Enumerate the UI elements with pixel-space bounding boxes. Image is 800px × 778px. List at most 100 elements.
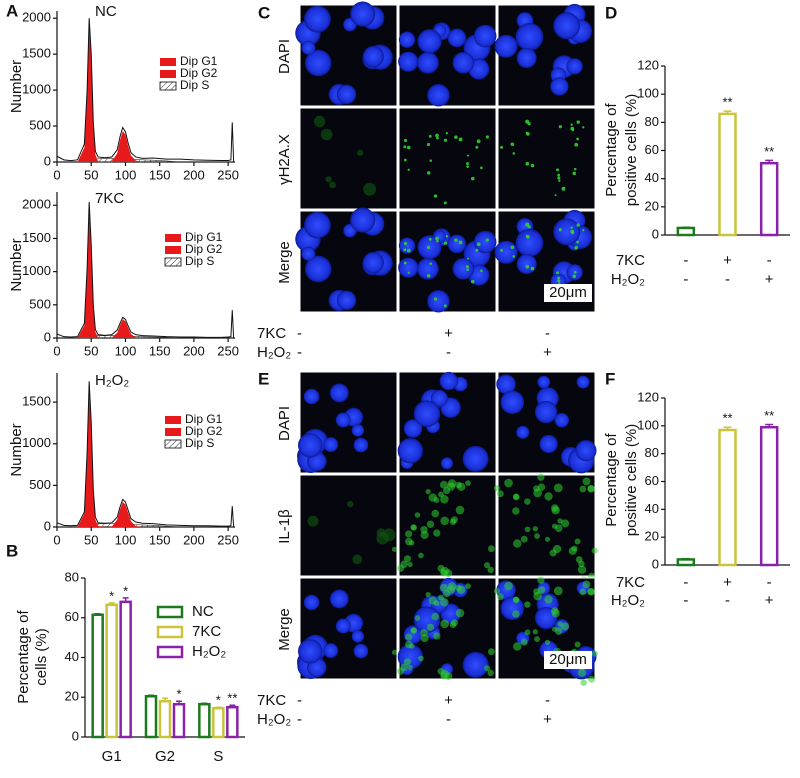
nucleus <box>398 51 419 72</box>
green-signal <box>439 583 448 592</box>
legend-label: NC <box>192 603 214 620</box>
green-signal <box>447 479 457 488</box>
nucleus <box>427 84 450 107</box>
green-signal <box>576 120 580 124</box>
green-signal <box>329 181 336 189</box>
legend-swatch <box>165 246 181 254</box>
green-signal <box>480 166 483 170</box>
green-signal <box>485 135 489 139</box>
nucleus <box>301 246 316 261</box>
bar <box>105 603 118 739</box>
y-axis-label: cells (%) <box>33 628 50 686</box>
error-bar <box>229 704 236 708</box>
y-tick-label: 500 <box>29 477 51 492</box>
green-signal <box>526 132 530 136</box>
row-label: DAPI <box>276 406 293 441</box>
nucleus <box>566 58 583 75</box>
green-signal <box>576 223 580 227</box>
green-signal <box>475 145 479 149</box>
green-signal <box>574 538 581 545</box>
green-signal <box>445 235 449 238</box>
green-signal <box>409 540 415 546</box>
nucleus <box>550 77 569 96</box>
nucleus <box>462 445 489 472</box>
y-tick-label: 60 <box>65 609 79 624</box>
x-tick-label: 250 <box>217 343 239 358</box>
green-signal <box>537 483 546 491</box>
green-signal <box>457 585 466 594</box>
nucleus <box>303 594 320 611</box>
treatment-sign: - <box>725 271 730 288</box>
x-tick-label: 200 <box>183 343 205 358</box>
green-signal <box>557 276 561 280</box>
nucleus <box>336 84 357 105</box>
green-signal <box>500 248 504 252</box>
y-tick-label: 500 <box>29 117 51 132</box>
panel-letter: A <box>6 1 18 20</box>
error-bar <box>162 697 168 702</box>
green-signal <box>484 665 491 672</box>
bar <box>198 702 211 739</box>
x-tick-label: 100 <box>115 167 137 182</box>
fit-area <box>57 385 234 527</box>
green-signal <box>500 145 504 149</box>
green-signal <box>442 589 451 598</box>
green-signal <box>475 248 479 252</box>
green-signal <box>429 262 433 265</box>
green-signal <box>525 264 530 269</box>
treatment-sign: + <box>723 574 732 591</box>
green-signal <box>445 132 449 135</box>
nucleus <box>351 630 365 643</box>
nucleus <box>539 434 558 454</box>
error-bar <box>681 557 690 560</box>
nucleus <box>353 437 369 453</box>
y-tick-label: 80 <box>645 114 659 129</box>
green-signal <box>465 480 471 486</box>
green-signal <box>435 133 439 138</box>
green-signal <box>347 500 354 508</box>
green-signal <box>391 649 397 655</box>
green-signal <box>556 168 560 172</box>
bar <box>676 558 696 567</box>
y-tick-label: 100 <box>637 86 659 101</box>
green-signal <box>493 588 500 595</box>
green-signal <box>512 152 516 155</box>
bar <box>144 695 158 739</box>
x-tick-label: 0 <box>53 167 60 182</box>
green-signal <box>428 134 432 138</box>
significance: ** <box>227 691 237 706</box>
treatment-sign: - <box>725 592 730 609</box>
error-bar <box>122 597 129 602</box>
treatment-label: H₂O₂ <box>257 711 291 728</box>
scale-bar-bg <box>544 651 592 669</box>
y-axis-label: Percentage of <box>603 102 620 196</box>
green-signal <box>579 485 587 493</box>
x-tick-label: 50 <box>84 343 98 358</box>
x-tick-label: 0 <box>53 343 60 358</box>
y-tick-label: 1500 <box>22 46 51 61</box>
error-bar <box>765 159 774 164</box>
row-label: Merge <box>276 241 293 284</box>
nucleus <box>496 374 516 394</box>
treatment-sign: + <box>765 592 774 609</box>
green-signal <box>425 488 431 495</box>
bar <box>91 613 104 739</box>
bar <box>212 706 225 739</box>
green-signal <box>554 194 557 197</box>
green-signal <box>580 679 587 686</box>
treatment-sign: + <box>444 325 453 342</box>
green-signal <box>537 586 546 594</box>
green-signal <box>407 168 410 171</box>
legend-label: Dip G1 <box>185 230 223 244</box>
nucleus <box>576 375 590 389</box>
panel-letter: E <box>258 369 269 388</box>
nucleus <box>350 1 376 27</box>
green-signal <box>435 236 439 241</box>
green-signal <box>403 241 408 246</box>
green-signal <box>591 650 598 657</box>
green-signal <box>557 176 561 180</box>
green-signal <box>397 564 405 572</box>
nucleus <box>304 5 331 33</box>
